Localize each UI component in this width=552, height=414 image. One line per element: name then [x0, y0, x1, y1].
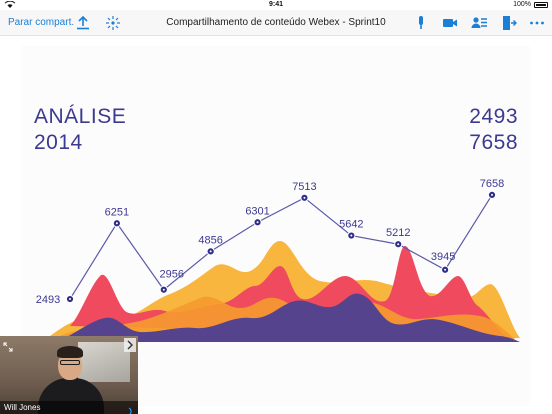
audio-activity-icon [128, 403, 134, 414]
value-label: 4856 [198, 234, 222, 246]
value-markers [65, 190, 497, 304]
video-window-light [78, 342, 130, 382]
value-polyline [69, 194, 493, 300]
participant-name: Will Jones [0, 401, 138, 414]
battery-icon [534, 1, 548, 8]
share-upload-icon[interactable] [74, 14, 92, 32]
value-label: 5642 [339, 219, 363, 231]
area-purple [55, 293, 520, 342]
value-marker-center [162, 288, 165, 291]
status-bar: 9:41 100% [0, 0, 552, 10]
area-layers [50, 241, 520, 342]
value-label: 2956 [160, 269, 184, 281]
value-label: 3945 [431, 251, 455, 263]
battery-status: 100% [513, 1, 548, 8]
leave-icon[interactable] [500, 14, 518, 32]
microphone-icon[interactable] [412, 14, 430, 32]
wifi-icon [4, 0, 16, 10]
value-label: 5212 [386, 227, 410, 239]
value-label: 7658 [480, 178, 504, 190]
value-marker-center [115, 222, 118, 225]
battery-percent: 100% [513, 1, 531, 8]
value-marker-center [256, 221, 259, 224]
status-time: 9:41 [268, 1, 283, 8]
expand-video-icon[interactable] [3, 339, 13, 352]
collapse-video-button[interactable] [124, 338, 136, 352]
analysis-chart: 2493 6251 2956 4856 6301 7513 5642 5212 3945 7658 [36, 178, 520, 342]
slide-title: ANÁLISE [34, 105, 127, 128]
participant-glasses [60, 360, 80, 365]
value-line [69, 194, 493, 300]
stop-share-button[interactable]: Parar compart. [8, 17, 75, 28]
value-marker-center [350, 234, 353, 237]
participant-hair [57, 346, 83, 358]
value-label: 6301 [245, 205, 269, 217]
slide-year: 2014 [34, 131, 83, 154]
value-marker-center [444, 268, 447, 271]
toolbar: Parar compart. Compartilhamento de conte… [0, 10, 552, 36]
value-label: 7513 [292, 181, 316, 193]
value-marker-center [209, 250, 212, 253]
value-marker-center [397, 243, 400, 246]
proximity-icon[interactable] [104, 14, 122, 32]
value-marker-center [69, 298, 71, 301]
slide-value-bottom: 7658 [469, 131, 518, 154]
value-label: 6251 [105, 206, 129, 218]
more-icon[interactable] [528, 14, 546, 32]
video-camera-icon[interactable] [441, 14, 459, 32]
participants-icon[interactable] [470, 14, 488, 32]
participant-video[interactable]: Will Jones [0, 336, 138, 414]
value-label: 2493 [36, 294, 60, 306]
value-marker-center [303, 196, 306, 199]
slide-value-top: 2493 [469, 105, 518, 128]
value-labels: 2493 6251 2956 4856 6301 7513 5642 5212 3945 7658 [36, 178, 504, 306]
value-marker-center [491, 193, 493, 196]
